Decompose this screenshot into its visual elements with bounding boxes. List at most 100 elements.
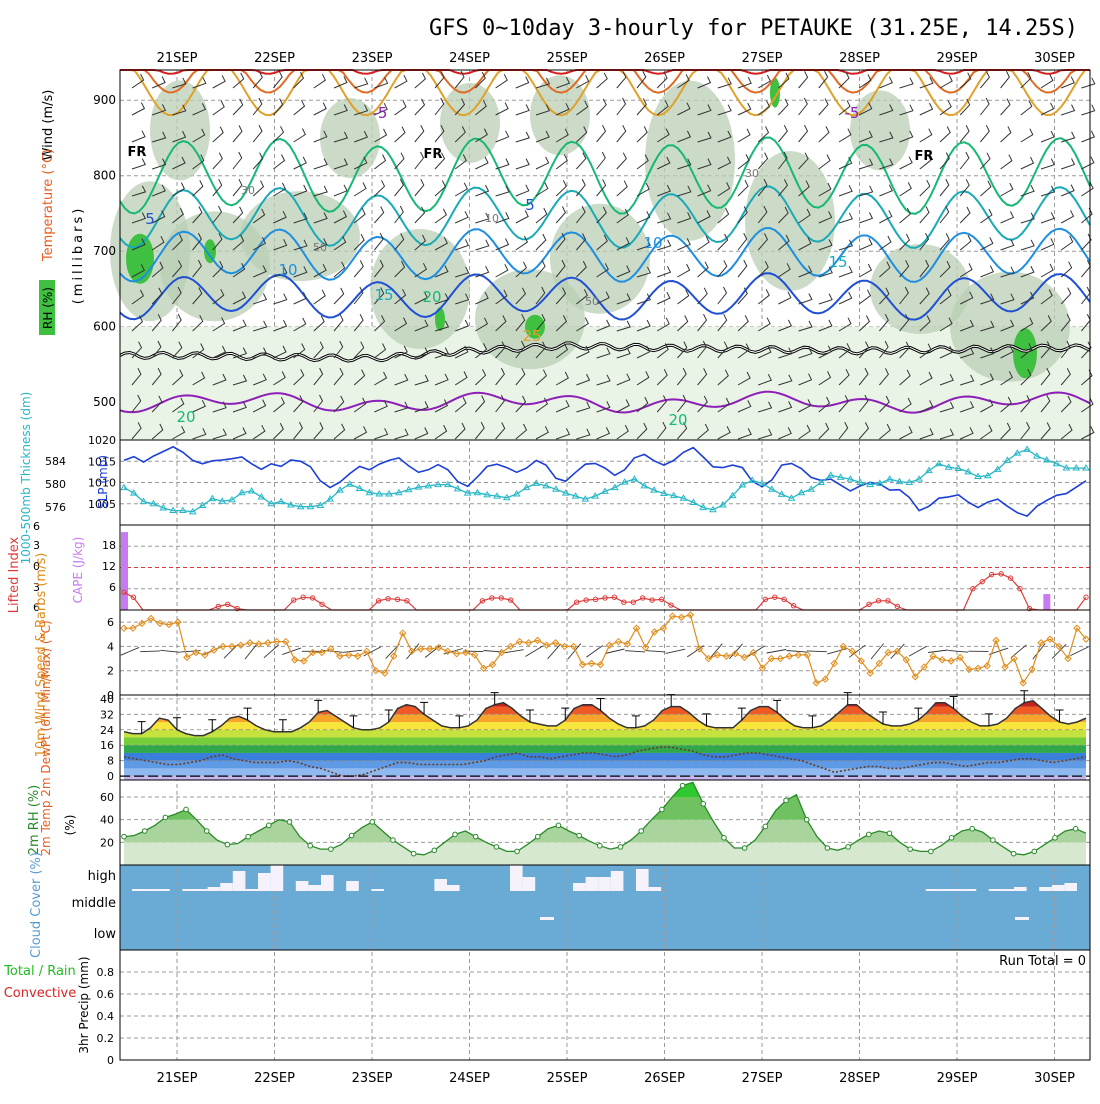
date-label-bottom: 29SEP: [937, 1071, 978, 1086]
rh-contour-label: 30: [241, 184, 255, 197]
high-cloud-bar: [321, 875, 334, 891]
rh-marker: [618, 845, 623, 850]
temp-tick-label: 40: [100, 693, 114, 706]
date-label-bottom: 25SEP: [547, 1071, 588, 1086]
high-cloud-bar: [938, 889, 951, 891]
high-cloud-bar: [1001, 889, 1014, 891]
date-label-bottom: 21SEP: [157, 1071, 198, 1086]
isotherm-label: -5: [845, 104, 860, 122]
date-label-bottom: 22SEP: [254, 1071, 295, 1086]
high-cloud-bar: [523, 877, 536, 891]
thickness-tick-label: 580: [45, 478, 66, 491]
wind-tick-label: 2: [107, 665, 114, 678]
temp-color-band: [120, 745, 1090, 753]
cape-bar: [121, 532, 128, 610]
pressure-tick-label: 900: [93, 93, 116, 107]
isotherm-label: -5: [373, 104, 388, 122]
slp-tick-label: 1020: [88, 434, 116, 447]
isotherm-label: 25: [522, 327, 541, 345]
high-cloud-bar: [145, 889, 158, 891]
rh-contour-label: 50: [585, 295, 599, 308]
high-cloud-bar: [258, 873, 271, 891]
chart-title: GFS 0~10day 3-hourly for PETAUKE (31.25E…: [429, 16, 1078, 41]
date-label-top: 24SEP: [449, 51, 490, 66]
isotherm-label: 15: [828, 253, 847, 271]
date-label-top: 23SEP: [352, 51, 393, 66]
high-cloud-bar: [1052, 885, 1065, 891]
high-cloud-bar: [598, 877, 611, 891]
cloud-level-label: high: [88, 869, 116, 884]
high-cloud-bar: [964, 889, 977, 891]
mid-cloud-bar: [540, 917, 554, 920]
precip-legend-convective: Convective: [4, 986, 77, 1001]
rh-marker: [701, 802, 706, 807]
pressure-axis-label: (millibars): [71, 206, 86, 305]
rh-marker: [804, 817, 809, 822]
precip-tick-label: 0.8: [97, 966, 115, 979]
freezing-level-label: FR: [424, 147, 443, 162]
temp-tick-label: 0: [107, 770, 114, 783]
high-cloud-bar: [649, 887, 662, 891]
high-cloud-bar: [296, 881, 309, 891]
rh-marker: [432, 848, 437, 853]
pressure-tick-label: 800: [93, 169, 116, 183]
rh-marker: [1011, 851, 1016, 856]
temp-tick-label: 16: [100, 739, 114, 752]
high-cloud-bar: [1039, 887, 1052, 891]
rh-side-label: RH (%): [41, 287, 55, 329]
high-cloud-bar: [951, 889, 964, 891]
high-cloud-bar: [271, 865, 284, 891]
rh-unit-label: (%): [63, 815, 77, 836]
date-label-bottom: 27SEP: [742, 1071, 783, 1086]
isotherm-label: 20: [668, 411, 687, 429]
high-cloud-bar: [195, 889, 208, 891]
high-cloud-bar: [611, 871, 624, 891]
temp-tick-label: 24: [100, 724, 114, 737]
rh-contour-label: 50: [313, 241, 327, 254]
rh-marker: [1073, 826, 1078, 831]
precip-legend-total: Total / Rain: [3, 964, 76, 979]
isotherm-label: 20: [176, 408, 195, 426]
high-cloud-bar: [220, 883, 233, 891]
date-label-bottom: 24SEP: [449, 1071, 490, 1086]
slp-axis-label: SLP (mb): [96, 455, 110, 509]
rh-marker: [535, 834, 540, 839]
rh-marker: [1032, 849, 1037, 854]
li-tick-label: 3: [33, 539, 40, 552]
rh-marker: [204, 829, 209, 834]
rh-marker: [846, 845, 851, 850]
date-label-bottom: 30SEP: [1034, 1071, 1075, 1086]
cloud-axis-label: Cloud Cover (%): [29, 852, 44, 958]
rh-marker: [991, 838, 996, 843]
rh-contour-label: 30: [745, 167, 759, 180]
temperature-side-label: Temperature (°C): [41, 149, 56, 262]
temp-tick-label: 32: [100, 708, 114, 721]
rh-marker: [949, 836, 954, 841]
isotherm-label: 10: [643, 234, 662, 252]
rh-marker: [287, 820, 292, 825]
temp-color-band: [120, 738, 1090, 746]
rh-marker: [122, 834, 127, 839]
rh-tick-label: 20: [100, 836, 114, 849]
rh-marker: [929, 849, 934, 854]
wind-tick-label: 4: [107, 640, 114, 653]
rh-marker: [1053, 836, 1058, 841]
mid-cloud-bar: [1015, 917, 1029, 920]
rh-marker: [784, 798, 789, 803]
rh-marker: [556, 823, 561, 828]
rh-marker: [308, 843, 313, 848]
rh-marker: [370, 820, 375, 825]
isotherm-label: 15: [374, 286, 393, 304]
high-cloud-bar: [371, 889, 384, 891]
rh-tick-label: 60: [100, 791, 114, 804]
panel-bg-wind: [120, 610, 1090, 695]
date-label-top: 22SEP: [254, 51, 295, 66]
thickness-tick-label: 576: [45, 501, 66, 514]
high-cloud-bar: [157, 889, 170, 891]
high-cloud-bar: [510, 865, 523, 891]
cloud-level-label: middle: [72, 896, 116, 911]
cape-bar: [1043, 594, 1050, 610]
rh-marker: [639, 829, 644, 834]
